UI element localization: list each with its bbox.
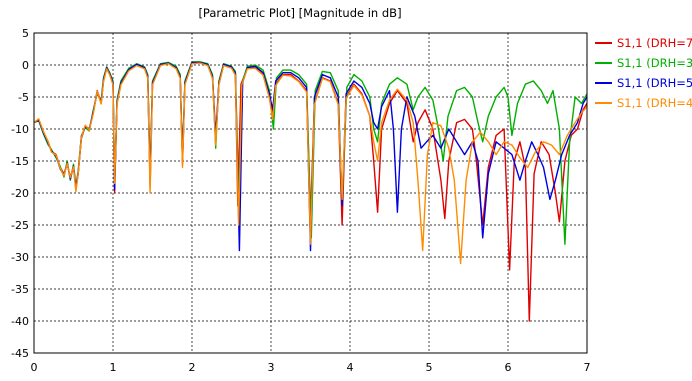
plot-frame: [33, 32, 588, 354]
x-tick-label: 1: [110, 361, 117, 374]
y-tick-label: 0: [22, 59, 29, 72]
y-tick-label: -25: [11, 219, 29, 232]
x-tick-label: 3: [268, 361, 275, 374]
y-tick-label: -30: [11, 251, 29, 264]
legend[interactable]: S1,1 (DRH=7) S1,1 (DRH=3) S1,1 (DRH=5) S1,1…: [595, 36, 692, 110]
series-line-2: [33, 61, 588, 245]
x-tick-label: 6: [505, 361, 512, 374]
legend-item-2[interactable]: S1,1 (DRH=3): [595, 56, 692, 70]
chart-title: [Parametric Plot] [Magnitude in dB]: [198, 6, 401, 20]
x-axis-tick-labels: 0 1 2 3 4 5 6 7: [31, 361, 591, 374]
x-tick-label: 4: [347, 361, 354, 374]
plot-series: [33, 61, 588, 322]
legend-label: S1,1 (DRH=7): [617, 36, 692, 50]
legend-label: S1,1 (DRH=3): [617, 56, 692, 70]
y-tick-label: -20: [11, 187, 29, 200]
x-tick-label: 7: [584, 361, 591, 374]
y-tick-label: 5: [22, 27, 29, 40]
y-tick-label: -35: [11, 283, 29, 296]
y-tick-label: -45: [11, 347, 29, 360]
y-tick-label: -10: [11, 123, 29, 136]
legend-item-4[interactable]: S1,1 (DRH=4): [595, 96, 692, 110]
legend-item-3[interactable]: S1,1 (DRH=5): [595, 76, 692, 90]
y-tick-label: -40: [11, 315, 29, 328]
x-tick-label: 2: [189, 361, 196, 374]
legend-label: S1,1 (DRH=4): [617, 96, 692, 110]
y-tick-label: -5: [18, 91, 29, 104]
legend-label: S1,1 (DRH=5): [617, 76, 692, 90]
legend-item-1[interactable]: S1,1 (DRH=7): [595, 36, 692, 50]
x-tick-label: 5: [426, 361, 433, 374]
series-line-4: [33, 62, 588, 265]
y-axis-tick-labels: 5 0 -5 -10 -15 -20 -25 -30 -35 -40 -45: [11, 27, 29, 360]
y-tick-label: -15: [11, 155, 29, 168]
x-tick-label: 0: [31, 361, 38, 374]
